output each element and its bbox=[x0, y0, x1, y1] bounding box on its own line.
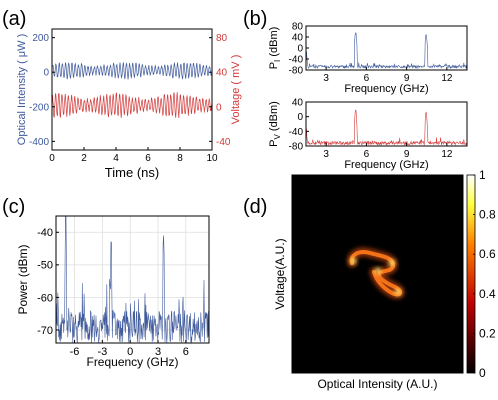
panel-b-voltage-spectrum: 3 6 9 12 40 0 -40 -80 Frequency (GHz) PV (dBm) bbox=[268, 98, 468, 171]
panel-b-bottom-frame bbox=[305, 101, 468, 147]
panel-c-ytick-label: -50 bbox=[37, 260, 53, 272]
series-red-line bbox=[51, 92, 213, 119]
panel-b-top-ylabel-unit: (dBm) bbox=[268, 27, 280, 60]
panel-b-top-frame bbox=[305, 25, 468, 71]
colorbar-tick-label: 0 bbox=[479, 366, 486, 380]
panel-c-ytick-label: -70 bbox=[37, 325, 53, 337]
panel-b-bottom-ylabel: PV (dBm) bbox=[268, 101, 282, 147]
panel-label-d: (d) bbox=[243, 196, 267, 218]
panel-c-spectrum-line bbox=[55, 215, 210, 344]
panel-a-xtick-label: 2 bbox=[81, 153, 87, 164]
panel-b-bottom-xtick-label: 9 bbox=[404, 149, 410, 160]
series-blue-line bbox=[51, 61, 213, 80]
panel-c-xtick-label: 3 bbox=[155, 346, 161, 358]
panel-a-xtick-label: 8 bbox=[177, 153, 183, 164]
panel-b-top-xtick-label: 3 bbox=[323, 73, 329, 84]
panel-c-xtick-label: 0 bbox=[127, 346, 133, 358]
panel-c-power-spectrum: -6 -3 0 3 6 -40 -50 -60 -70 Frequency (GHz) Power … bbox=[16, 215, 210, 369]
panel-a-ylabel-left: Optical Intensity ( μW ) bbox=[16, 34, 28, 145]
panel-label-b: (b) bbox=[243, 8, 267, 30]
panel-b-top-ytick-label: 80 bbox=[292, 22, 304, 33]
panel-b-top-xlabel: Frequency (GHz) bbox=[344, 83, 428, 95]
panel-a-left-ytick-label: -400 bbox=[29, 137, 49, 148]
panel-c-frame bbox=[55, 215, 210, 344]
panel-a-right-ytick-label: 0 bbox=[216, 102, 222, 113]
colorbar-tick-label: 0.8 bbox=[479, 208, 496, 222]
panel-b-bottom-xlabel: Frequency (GHz) bbox=[344, 159, 428, 171]
panel-b-bottom-ytick-label: 40 bbox=[292, 98, 304, 109]
panel-b-bottom-xtick-label: 12 bbox=[441, 149, 453, 160]
panel-c-ylabel: Power (dBm) bbox=[16, 244, 30, 314]
panel-d-xlabel: Optical Intensity (A.U.) bbox=[317, 377, 437, 391]
colorbar-tick-label: 0.2 bbox=[479, 326, 496, 340]
panel-b-top-ylabel: PI (dBm) bbox=[268, 27, 282, 70]
panel-b-top-ylabel-subscript: I bbox=[273, 60, 282, 62]
panel-b-top-xtick-label: 12 bbox=[441, 73, 453, 84]
panel-a-time-trace: 0 2 4 6 8 10 200 0 -200 -400 80 40 0 -40 Time (ns) Opti… bbox=[16, 28, 242, 180]
panel-label-a: (a) bbox=[2, 8, 26, 30]
panel-a-ylabel-right: Voltage ( mV ) bbox=[230, 55, 242, 125]
colorbar-tick-label: 0.4 bbox=[479, 287, 496, 301]
panel-b-bottom-ylabel-unit: (dBm) bbox=[268, 101, 280, 134]
panel-a-xtick-label: 10 bbox=[206, 153, 218, 164]
panel-a-xlabel: Time (ns) bbox=[105, 165, 159, 180]
panel-b-bottom-spectrum-line bbox=[305, 109, 468, 147]
panel-b-bottom-ylabel-subscript: V bbox=[273, 134, 282, 140]
heatmap-frame bbox=[291, 174, 464, 374]
panel-a-xtick-label: 0 bbox=[49, 153, 55, 164]
panel-b-top-ytick-label: 40 bbox=[292, 33, 304, 44]
panel-a-frame bbox=[51, 28, 213, 151]
panel-b-bottom-xtick-label: 3 bbox=[323, 149, 329, 160]
panel-b-top-ytick-label: 0 bbox=[297, 44, 303, 55]
panel-a-left-ytick-label: 0 bbox=[43, 68, 49, 79]
panel-b-top-spectrum-line bbox=[305, 32, 468, 70]
colorbar-tick-label: 0.6 bbox=[479, 247, 496, 261]
panel-b-bottom-ytick-label: -80 bbox=[289, 142, 304, 153]
panel-b-bottom-xtick-label: 6 bbox=[364, 149, 370, 160]
panel-b-top-ytick-label: -40 bbox=[289, 55, 304, 66]
panel-a-left-ytick-label: -200 bbox=[29, 102, 49, 113]
panel-b-bottom-ytick-label: -40 bbox=[289, 127, 304, 138]
panel-d-ylabel: Voltage(A.U.) bbox=[273, 238, 287, 309]
colorbar bbox=[466, 174, 476, 374]
panel-c-xtick-label: 6 bbox=[183, 346, 189, 358]
colorbar-tick-label: 1 bbox=[479, 168, 486, 182]
panel-c-ytick-label: -40 bbox=[37, 227, 53, 239]
panel-c-xtick-label: -6 bbox=[70, 346, 80, 358]
panel-c-ytick-label: -60 bbox=[37, 292, 53, 304]
panel-b-bottom-ytick-label: 0 bbox=[297, 112, 303, 123]
panel-a-right-ytick-label: -40 bbox=[216, 137, 231, 148]
panel-label-c: (c) bbox=[2, 196, 25, 218]
panel-a-xtick-label: 4 bbox=[113, 153, 119, 164]
attractor-hotspot bbox=[374, 267, 382, 275]
panel-d-heatmap: 1 0.8 0.6 0.4 0.2 0 Optical Intensity (A.U.) Vo… bbox=[273, 168, 496, 391]
panel-a-left-ytick-label: 200 bbox=[32, 33, 49, 44]
attractor-hotspot bbox=[349, 257, 357, 265]
panel-a-right-ytick-label: 40 bbox=[216, 68, 228, 79]
panel-a-xtick-label: 6 bbox=[145, 153, 151, 164]
attractor-hotspot bbox=[394, 288, 402, 296]
panel-a-right-ytick-label: 80 bbox=[216, 33, 228, 44]
panel-b-top-xtick-label: 6 bbox=[364, 73, 370, 84]
panel-c-xlabel: Frequency (GHz) bbox=[86, 355, 178, 369]
attractor-group bbox=[347, 247, 405, 299]
attractor-hotspot bbox=[388, 259, 396, 267]
panel-b-top-ytick-label: -80 bbox=[289, 66, 304, 77]
panel-c-xtick-label: -3 bbox=[97, 346, 107, 358]
panel-b-top-xtick-label: 9 bbox=[404, 73, 410, 84]
